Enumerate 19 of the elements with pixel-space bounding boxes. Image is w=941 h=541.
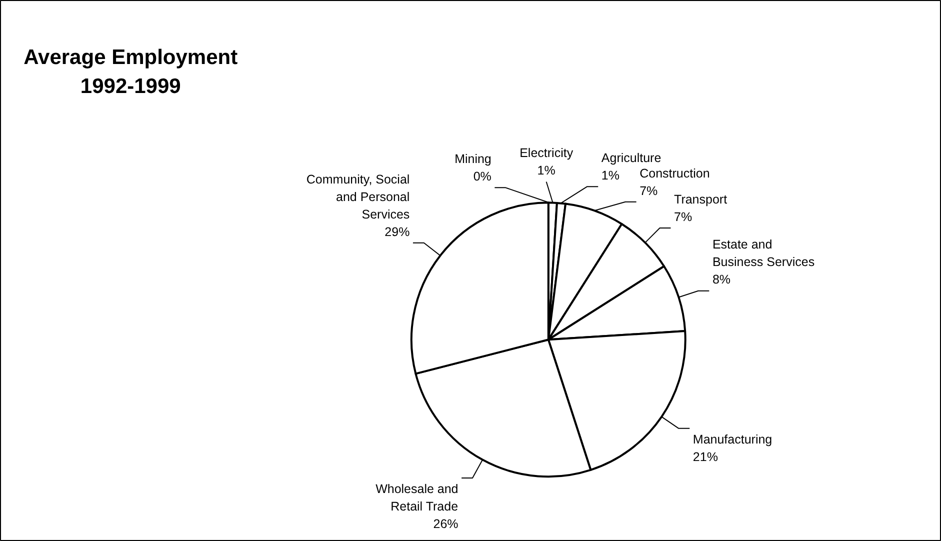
data-label: 7% [674, 210, 692, 224]
slice-label: Transport [674, 192, 728, 206]
slice-label: Construction [640, 166, 710, 180]
text: Average Employment 1992-1999 [24, 46, 238, 98]
slice-label: Community, Social and Personal Services [306, 172, 410, 222]
slice-label: Wholesale and Retail Trade [376, 482, 458, 514]
data-label: 1% [601, 168, 620, 182]
text: 0% [473, 170, 492, 184]
slice-label: Electricity [520, 146, 574, 160]
slice-label: Manufacturing [692, 432, 772, 447]
slice-label: Estate and Business Services [712, 238, 815, 270]
data-label: 26% [433, 517, 458, 532]
data-label: 21% [692, 450, 718, 464]
data-label: 8% [712, 272, 731, 287]
data-label: 1% [537, 164, 556, 178]
data-label: 7% [640, 184, 658, 198]
category-label: Mining [454, 152, 492, 166]
data-label: 29% [384, 224, 410, 239]
slice-label: Agriculture [601, 150, 662, 165]
